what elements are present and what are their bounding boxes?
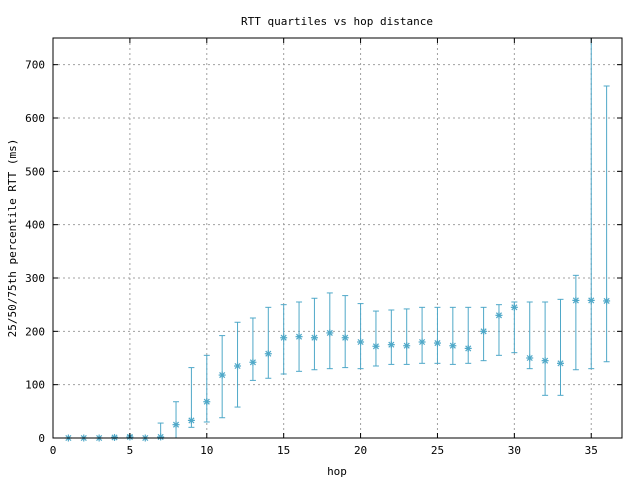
chart-title: RTT quartiles vs hop distance [241, 15, 433, 28]
x-axis-label: hop [327, 465, 347, 478]
error-bar [372, 310, 379, 367]
median-point [264, 350, 272, 358]
plot-frame [52, 37, 623, 439]
x-tick-label: 0 [50, 444, 57, 457]
y-tick-label: 300 [25, 272, 45, 285]
median-point [326, 329, 334, 337]
y-tick-label: 400 [25, 219, 45, 232]
x-tick-label: 5 [127, 444, 134, 457]
median-point [172, 421, 180, 429]
y-tick-label: 500 [25, 165, 45, 178]
error-bar [265, 306, 272, 379]
median-point [249, 358, 257, 366]
grid-lines [53, 38, 622, 438]
median-point [295, 333, 303, 341]
median-point [480, 327, 488, 335]
median-point [418, 338, 426, 346]
median-points [64, 296, 611, 442]
median-point [587, 296, 595, 304]
median-point [187, 416, 195, 424]
median-point [541, 357, 549, 365]
y-tick-label: 600 [25, 112, 45, 125]
median-point [387, 341, 395, 349]
error-bar [388, 309, 395, 365]
error-bar [572, 274, 579, 371]
y-tick-label: 0 [38, 432, 45, 445]
y-tick-label: 100 [25, 379, 45, 392]
median-point [310, 334, 318, 342]
median-point [203, 398, 211, 406]
error-bar [173, 401, 180, 439]
median-point [234, 362, 242, 370]
x-tick-label: 25 [431, 444, 444, 457]
tick-labels: 0 5 10 15 20 25 30 35 0 100 200 300 400 500 600 700 [25, 59, 598, 457]
y-axis-label: 25/50/75th percentile RTT (ms) [6, 139, 19, 338]
y-tick-label: 200 [25, 325, 45, 338]
median-point [403, 342, 411, 350]
error-bar [542, 301, 549, 396]
x-tick-label: 15 [277, 444, 290, 457]
median-point [157, 433, 165, 441]
error-bar [357, 303, 364, 370]
error-bar [203, 354, 210, 423]
error-bar [403, 308, 410, 365]
median-point [280, 334, 288, 342]
error-bars [65, 37, 610, 439]
x-tick-label: 35 [585, 444, 598, 457]
median-point [510, 303, 518, 311]
error-bar [465, 306, 472, 364]
error-bar [449, 306, 456, 365]
median-point [603, 297, 611, 305]
median-point [556, 359, 564, 367]
error-bar [434, 306, 441, 364]
median-point [449, 342, 457, 350]
error-bar [419, 306, 426, 364]
error-bar [311, 297, 318, 371]
x-tick-label: 20 [354, 444, 367, 457]
error-bar [249, 317, 256, 381]
median-point [572, 296, 580, 304]
axis-ticks [52, 38, 622, 439]
error-bar [557, 298, 564, 396]
median-point [433, 339, 441, 347]
median-point [526, 354, 534, 362]
y-tick-label: 700 [25, 59, 45, 72]
error-bar [588, 37, 595, 370]
x-tick-label: 10 [200, 444, 213, 457]
error-bar [342, 295, 349, 369]
median-point [372, 342, 380, 350]
median-point [111, 433, 119, 441]
median-point [464, 344, 472, 352]
x-tick-label: 30 [508, 444, 521, 457]
median-point [218, 371, 226, 379]
median-point [357, 338, 365, 346]
median-point [495, 311, 503, 319]
error-bar [603, 85, 610, 363]
median-point [341, 334, 349, 342]
